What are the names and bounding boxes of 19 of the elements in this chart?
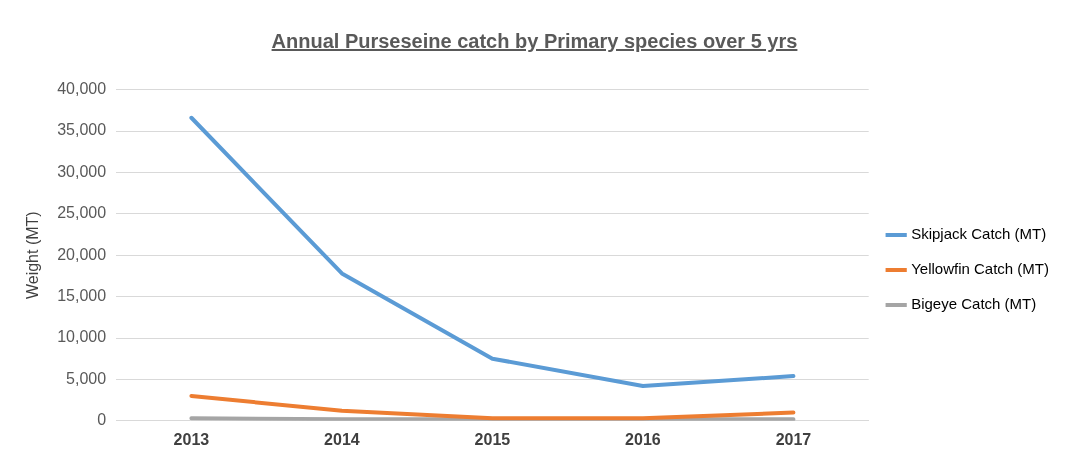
- legend-label: Skipjack Catch (MT): [911, 225, 1047, 243]
- legend-label: Bigeye Catch (MT): [911, 295, 1037, 313]
- y-tick-label: 5,000: [66, 369, 107, 387]
- y-tick-label: 25,000: [57, 204, 107, 222]
- x-tick-label: 2013: [173, 430, 210, 448]
- y-tick-label: 10,000: [57, 328, 107, 346]
- y-tick-label: 15,000: [57, 287, 107, 305]
- x-tick-label: 2014: [324, 430, 360, 448]
- y-tick-label: 30,000: [57, 162, 107, 180]
- x-tick-label: 2017: [775, 430, 812, 448]
- y-tick-label: 40,000: [57, 80, 107, 98]
- x-tick-label: 2016: [625, 430, 661, 448]
- legend-label: Yellowfin Catch (MT): [911, 260, 1050, 278]
- y-tick-label: 20,000: [57, 245, 107, 263]
- x-tick-label: 2015: [474, 430, 511, 448]
- chart-title: Annual Purseseine catch by Primary species over 5 yrs: [271, 30, 798, 52]
- y-tick-label: 0: [97, 411, 107, 429]
- y-axis-title: Weight (MT): [24, 211, 42, 300]
- y-tick-label: 35,000: [57, 121, 107, 139]
